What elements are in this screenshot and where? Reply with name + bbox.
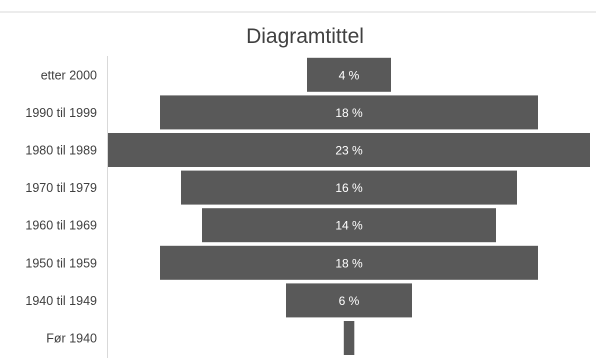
bars-group <box>108 57 590 355</box>
category-label-1: 1990 til 1999 <box>25 106 97 120</box>
bar-2 <box>108 133 590 167</box>
bar-4 <box>202 208 496 243</box>
bar-3 <box>181 170 517 205</box>
value-label-1: 18 % <box>335 106 363 120</box>
value-label-6: 6 % <box>339 294 360 308</box>
value-label-4: 14 % <box>335 219 363 233</box>
bar-1 <box>160 95 538 130</box>
category-label-5: 1950 til 1959 <box>25 256 97 270</box>
bar-7 <box>343 321 355 355</box>
category-label-6: 1940 til 1949 <box>25 294 97 308</box>
bar-5 <box>160 245 538 280</box>
bar-6 <box>286 283 412 318</box>
chart-title: Diagramtittel <box>246 25 364 48</box>
category-label-3: 1970 til 1979 <box>25 181 97 195</box>
category-label-2: 1980 til 1989 <box>25 144 97 158</box>
value-label-0: 4 % <box>339 68 360 82</box>
value-label-5: 18 % <box>335 256 363 270</box>
category-label-7: Før 1940 <box>46 332 97 346</box>
category-labels-group: etter 2000 1990 til 1999 1980 til 1989 1970… <box>25 68 97 345</box>
category-label-4: 1960 til 1969 <box>25 219 97 233</box>
value-label-3: 16 % <box>335 181 363 195</box>
value-label-2: 23 % <box>335 144 363 158</box>
bar-0 <box>307 57 391 92</box>
category-label-0: etter 2000 <box>41 68 97 82</box>
value-labels-group: 4 % 18 % 23 % 16 % 14 % 18 % 6 % <box>335 68 363 308</box>
